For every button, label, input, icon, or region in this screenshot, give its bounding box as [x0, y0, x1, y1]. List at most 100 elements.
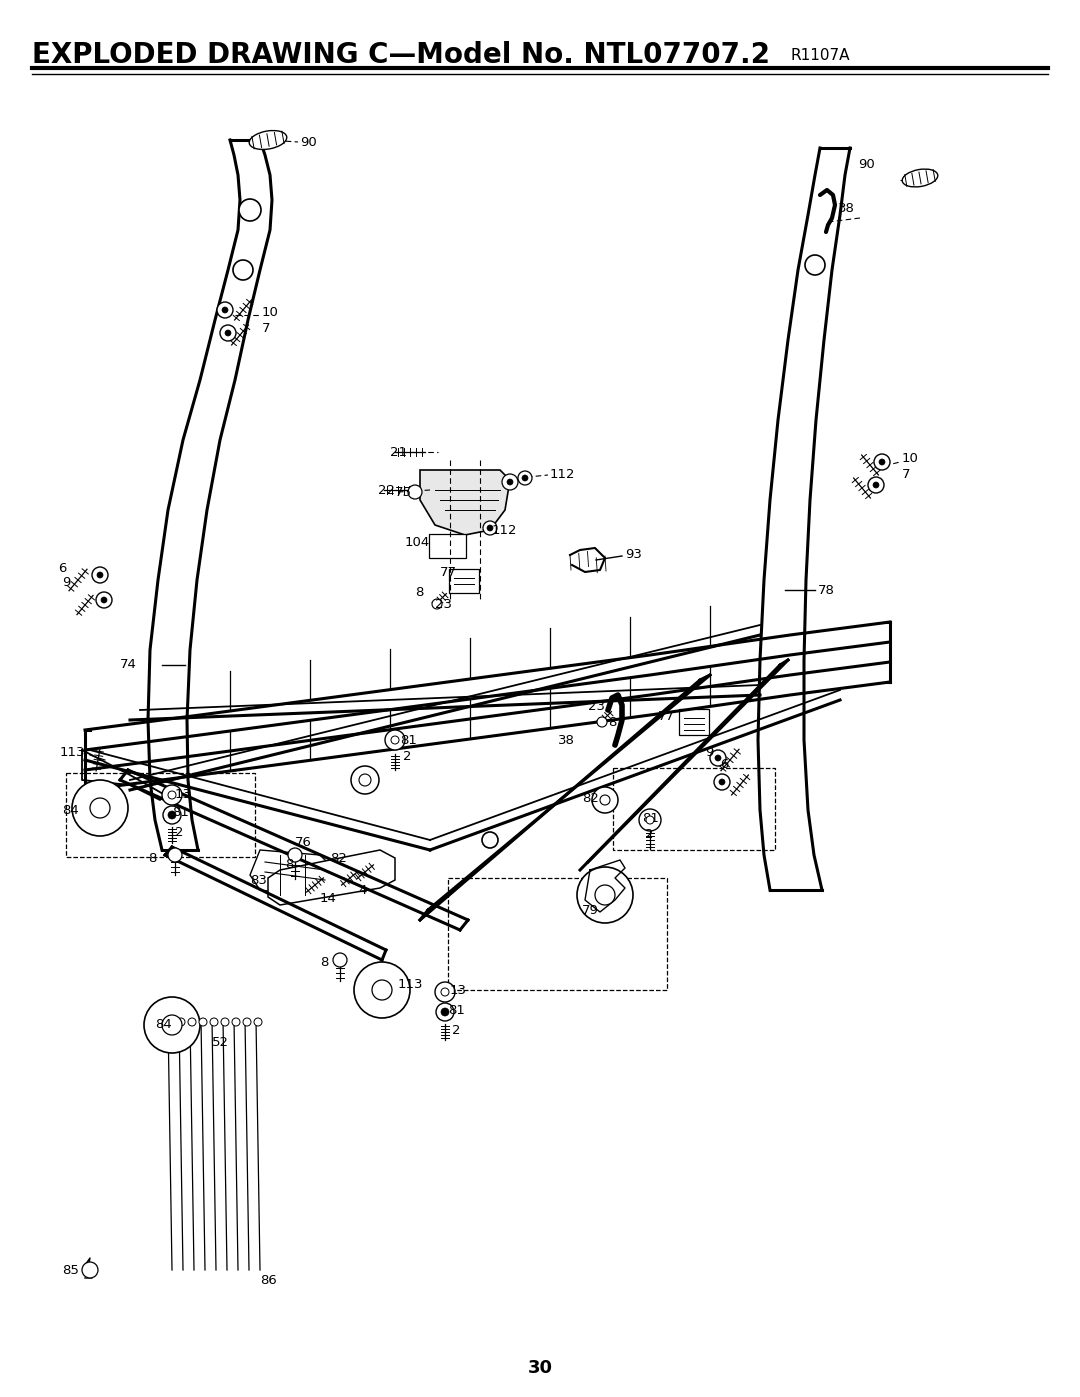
Circle shape: [225, 330, 231, 337]
Text: 8: 8: [608, 715, 617, 728]
Text: 81: 81: [400, 733, 417, 746]
Circle shape: [592, 787, 618, 813]
Circle shape: [222, 307, 228, 313]
Circle shape: [639, 809, 661, 831]
Circle shape: [166, 1018, 174, 1025]
Circle shape: [254, 1018, 262, 1025]
Circle shape: [354, 963, 410, 1018]
Text: 6: 6: [720, 759, 728, 771]
Circle shape: [597, 717, 607, 726]
Text: 13: 13: [450, 983, 467, 996]
Circle shape: [233, 260, 253, 279]
Circle shape: [482, 833, 498, 848]
Text: 77: 77: [440, 567, 457, 580]
Circle shape: [162, 1016, 183, 1035]
Text: 83: 83: [249, 873, 267, 887]
Text: 82: 82: [330, 852, 347, 865]
Circle shape: [217, 302, 233, 319]
Text: EXPLODED DRAWING C—Model No. NTL07707.2: EXPLODED DRAWING C—Model No. NTL07707.2: [32, 41, 770, 68]
Text: 23: 23: [588, 700, 605, 712]
Text: 7: 7: [902, 468, 910, 481]
Circle shape: [72, 780, 129, 835]
Text: 84: 84: [62, 803, 79, 816]
Circle shape: [487, 525, 492, 531]
Text: 2: 2: [645, 828, 653, 841]
Circle shape: [868, 476, 885, 493]
Text: 84: 84: [156, 1018, 172, 1031]
Text: 112: 112: [550, 468, 576, 481]
Circle shape: [522, 475, 528, 481]
Circle shape: [879, 460, 885, 465]
Text: 75: 75: [395, 486, 411, 499]
Text: 77: 77: [658, 710, 675, 722]
Circle shape: [97, 571, 103, 578]
Text: 90: 90: [858, 158, 875, 172]
Text: 52: 52: [212, 1035, 229, 1049]
Circle shape: [595, 886, 615, 905]
Circle shape: [507, 479, 513, 485]
Circle shape: [715, 754, 721, 761]
Text: 10: 10: [902, 451, 919, 464]
Circle shape: [873, 482, 879, 488]
Circle shape: [199, 1018, 207, 1025]
Text: 13: 13: [175, 788, 192, 802]
Text: 2: 2: [403, 750, 411, 763]
Circle shape: [333, 953, 347, 967]
Circle shape: [874, 454, 890, 469]
Circle shape: [210, 1018, 218, 1025]
Text: 90: 90: [300, 136, 316, 148]
Circle shape: [221, 1018, 229, 1025]
Circle shape: [90, 798, 110, 819]
Text: 9: 9: [62, 577, 70, 590]
Circle shape: [384, 731, 405, 750]
Circle shape: [436, 1003, 454, 1021]
Text: 7: 7: [262, 321, 270, 334]
FancyBboxPatch shape: [679, 710, 708, 735]
Text: 2: 2: [453, 1024, 460, 1037]
Text: 8: 8: [148, 852, 157, 865]
Text: 81: 81: [172, 806, 189, 820]
Circle shape: [92, 567, 108, 583]
Text: 86: 86: [260, 1274, 276, 1287]
Circle shape: [432, 599, 442, 609]
Text: 8: 8: [320, 957, 328, 970]
Circle shape: [220, 326, 237, 341]
Circle shape: [82, 1261, 98, 1278]
FancyBboxPatch shape: [429, 534, 465, 557]
Circle shape: [168, 812, 176, 819]
Circle shape: [162, 785, 183, 805]
Text: 9: 9: [705, 746, 714, 759]
Text: 14: 14: [320, 891, 337, 904]
Circle shape: [435, 982, 455, 1002]
Ellipse shape: [902, 169, 937, 187]
Text: 4: 4: [357, 883, 366, 897]
Text: 30: 30: [527, 1359, 553, 1377]
Circle shape: [391, 736, 399, 745]
Circle shape: [600, 795, 610, 805]
Polygon shape: [268, 849, 395, 905]
Circle shape: [518, 471, 532, 485]
Circle shape: [483, 521, 497, 535]
Text: 78: 78: [818, 584, 835, 597]
Circle shape: [163, 806, 181, 824]
Text: 22: 22: [378, 483, 395, 496]
Circle shape: [502, 474, 518, 490]
Circle shape: [96, 592, 112, 608]
Ellipse shape: [249, 130, 287, 149]
Circle shape: [239, 198, 261, 221]
Text: 113: 113: [60, 746, 85, 759]
Text: 81: 81: [448, 1003, 464, 1017]
Polygon shape: [249, 849, 335, 895]
Circle shape: [408, 485, 422, 499]
Text: 76: 76: [295, 835, 312, 848]
Polygon shape: [420, 469, 510, 535]
Circle shape: [288, 848, 302, 862]
Text: 113: 113: [399, 978, 423, 992]
Circle shape: [177, 1018, 185, 1025]
Text: 38: 38: [838, 201, 855, 215]
Circle shape: [351, 766, 379, 793]
Circle shape: [441, 988, 449, 996]
Circle shape: [372, 981, 392, 1000]
Text: R1107A: R1107A: [789, 47, 850, 63]
Text: 82: 82: [582, 792, 599, 805]
